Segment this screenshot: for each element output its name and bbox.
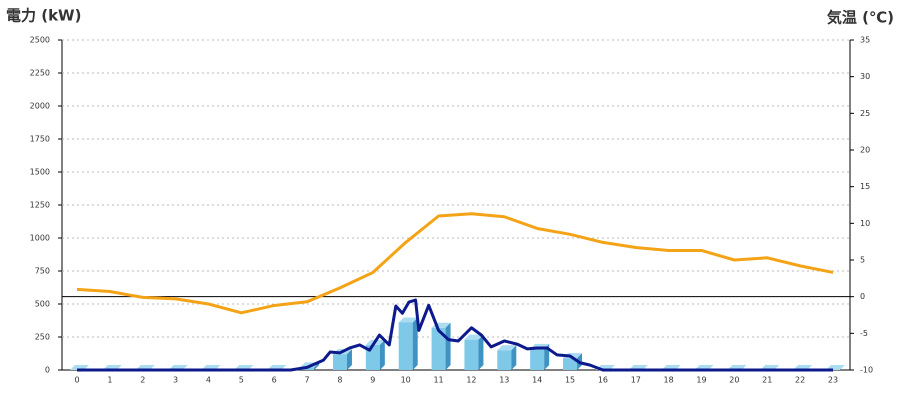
bar-side — [478, 334, 484, 370]
bar — [530, 348, 545, 370]
y2-tick-label: 30 — [860, 72, 870, 81]
x-tick-label: 10 — [401, 376, 411, 385]
x-tick-label: 17 — [631, 376, 641, 385]
x-tick-label: 11 — [433, 376, 443, 385]
y-tick-label: 750 — [35, 267, 50, 276]
x-tick-label: 0 — [74, 376, 79, 385]
x-tick-label: 12 — [466, 376, 476, 385]
bar — [464, 339, 479, 370]
bar-side — [445, 322, 451, 370]
x-tick-label: 15 — [565, 376, 575, 385]
y2-tick-label: 0 — [860, 292, 865, 301]
bar-top — [398, 317, 418, 323]
y2-axis-title: 気温 (℃) — [827, 9, 894, 27]
bar — [563, 358, 578, 370]
line — [77, 298, 833, 372]
x-tick-label: 14 — [532, 376, 542, 385]
x-tick-label: 1 — [107, 376, 112, 385]
y-tick-label: 500 — [35, 300, 50, 309]
x-tick-label: 3 — [173, 376, 178, 385]
bar-top — [464, 334, 484, 340]
y-tick-label: 1750 — [30, 135, 50, 144]
y-tick-label: 1500 — [30, 168, 50, 177]
bar — [398, 322, 413, 370]
y-axis-title: 電力 (kW) — [6, 7, 81, 25]
y2-tick-label: 5 — [860, 256, 865, 265]
x-tick-label: 9 — [370, 376, 375, 385]
x-tick-label: 18 — [664, 376, 674, 385]
y-tick-label: 250 — [35, 333, 50, 342]
y-tick-label: 2250 — [30, 69, 50, 78]
x-tick-label: 21 — [762, 376, 772, 385]
x-tick-label: 7 — [305, 376, 310, 385]
y-tick-label: 1000 — [30, 234, 50, 243]
y2-tick-label: 25 — [860, 109, 870, 118]
y2-tick-label: -10 — [860, 366, 873, 375]
y-tick-label: 0 — [45, 366, 50, 375]
y2-tick-label: 10 — [860, 219, 870, 228]
bar-top — [497, 345, 517, 351]
x-tick-label: 13 — [499, 376, 509, 385]
x-tick-label: 23 — [828, 376, 838, 385]
line — [76, 212, 834, 315]
bar-side — [379, 339, 385, 370]
x-tick-label: 5 — [239, 376, 244, 385]
y2-tick-label: 20 — [860, 146, 870, 155]
x-tick-label: 6 — [272, 376, 277, 385]
x-tick-label: 2 — [140, 376, 145, 385]
x-tick-label: 20 — [729, 376, 739, 385]
x-tick-label: 8 — [337, 376, 342, 385]
x-tick-label: 19 — [696, 376, 706, 385]
bar-side — [346, 349, 352, 370]
y2-tick-label: 35 — [860, 36, 870, 45]
bar-side — [314, 362, 320, 370]
y-tick-label: 2500 — [30, 36, 50, 45]
x-tick-label: 4 — [206, 376, 211, 385]
y2-tick-label: -5 — [860, 329, 868, 338]
x-tick-label: 22 — [795, 376, 805, 385]
bar — [332, 354, 347, 370]
x-tick-label: 16 — [598, 376, 608, 385]
y-tick-label: 1250 — [30, 201, 50, 210]
bar-side — [412, 317, 418, 370]
bar-side — [544, 343, 550, 370]
y-tick-label: 2000 — [30, 102, 50, 111]
y2-tick-label: 15 — [860, 182, 870, 191]
bar — [431, 327, 446, 370]
bar — [497, 350, 512, 370]
bar-side — [511, 345, 517, 370]
